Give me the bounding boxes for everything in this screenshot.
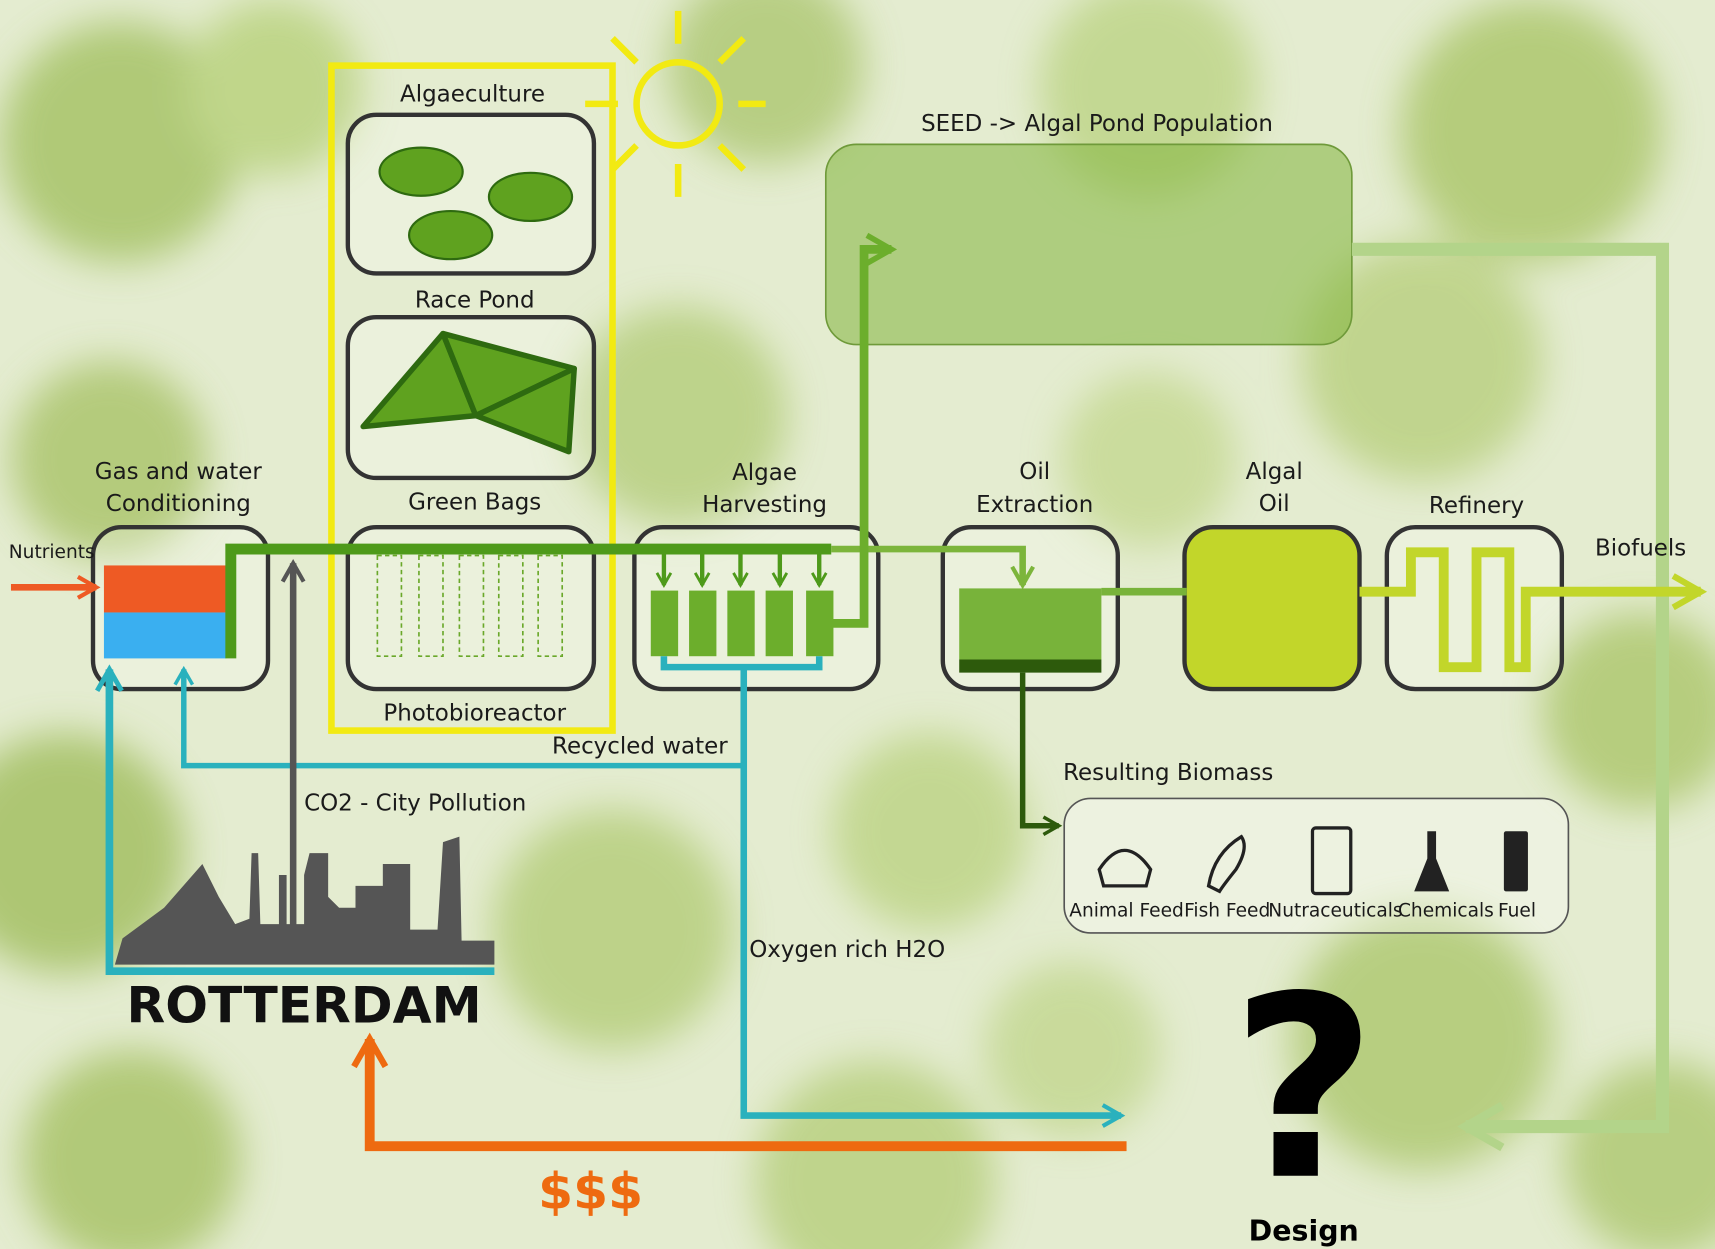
product-icons [1097,826,1528,896]
money: $$$ [538,1162,643,1221]
label: Race Pond [415,287,535,313]
label: Resulting Biomass [1063,760,1273,786]
label: Design [1249,1214,1359,1247]
seed-box [824,143,1353,346]
label: Extraction [976,492,1093,518]
product: Nutraceuticals [1268,901,1402,922]
refinery-pipe [1359,547,1708,673]
seed-pipe [831,232,898,628]
product: Chemicals [1398,901,1494,922]
recycled-pipe [173,665,744,769]
main-pipe [225,543,832,659]
label: Algal [1246,459,1303,485]
race-pond-shape [360,330,577,455]
biomass-pipe [1019,672,1063,837]
label: Nutrients [9,542,95,563]
photobioreactor-box [345,524,597,692]
money-pipe [351,1032,1127,1152]
label: Conditioning [106,491,251,517]
label: Green Bags [408,490,541,516]
product: Fuel [1498,901,1536,922]
label: Gas and water [95,459,263,485]
question-mark: ? [1231,944,1377,1236]
green-bags [376,554,564,658]
label: Harvesting [702,492,827,518]
oxygen-pipe [660,656,1121,1115]
label: Refinery [1429,493,1524,519]
label: Biofuels [1595,536,1686,562]
label: Oxygen rich H2O [749,937,945,963]
skyline [114,836,495,965]
city-name: ROTTERDAM [127,976,482,1035]
water-tank [103,612,227,659]
extraction-feed [831,545,1035,590]
label: Recycled water [552,734,728,760]
label: Oil [1019,459,1050,485]
loop-pipe [1351,242,1670,1152]
algae-cells [378,146,574,261]
label: Algaeculture [400,82,545,108]
biomass-layer [959,659,1102,673]
product: Fish Feed [1184,901,1270,922]
harvest-columns [650,590,834,657]
label: CO2 - City Pollution [304,790,526,816]
label: Photobioreactor [383,701,566,727]
light-frame [328,62,616,734]
label: Algae [732,460,797,486]
label: Oil [1259,491,1290,517]
sun [585,10,766,197]
algal-oil-box [1182,524,1362,692]
product: Animal Feed [1069,901,1184,922]
gas-tank [103,565,227,613]
extraction-tank [959,588,1102,660]
city-water-pipe [95,664,495,976]
biomass-box [1063,797,1570,934]
label: SEED -> Algal Pond Population [921,111,1273,137]
harvest-drops [655,552,828,588]
